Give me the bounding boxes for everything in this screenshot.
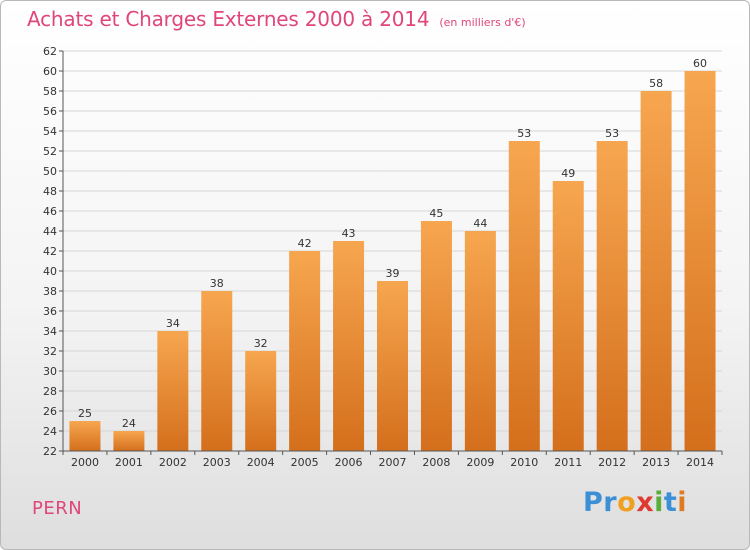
bar xyxy=(464,231,496,451)
commune-name: PERN xyxy=(32,498,83,519)
data-label: 34 xyxy=(166,317,180,330)
y-tick-label: 30 xyxy=(43,365,57,378)
x-tick-label: 2007 xyxy=(379,456,407,469)
chart-title-block: Achats et Charges Externes 2000 à 2014 (e… xyxy=(27,7,526,31)
y-tick-label: 58 xyxy=(43,85,57,98)
data-label: 24 xyxy=(122,417,136,430)
logo-letter: i xyxy=(654,487,664,518)
x-tick-label: 2009 xyxy=(466,456,494,469)
bar xyxy=(113,431,145,451)
bar xyxy=(157,331,189,451)
y-tick-label: 48 xyxy=(43,185,57,198)
logo-letter: r xyxy=(603,487,618,518)
y-tick-label: 52 xyxy=(43,145,57,158)
x-tick-label: 2006 xyxy=(335,456,363,469)
bar xyxy=(245,351,277,451)
y-tick-label: 56 xyxy=(43,105,57,118)
x-tick-label: 2004 xyxy=(247,456,275,469)
x-tick-label: 2011 xyxy=(554,456,582,469)
data-label: 45 xyxy=(429,207,443,220)
data-labels: 25 24 34 38 32 42 43 39 45 44 53 49 53 58 60 xyxy=(78,57,707,430)
y-tick-label: 34 xyxy=(43,325,57,338)
data-label: 43 xyxy=(342,227,356,240)
bar xyxy=(333,241,365,451)
y-tick-label: 44 xyxy=(43,225,57,238)
bar xyxy=(640,91,672,451)
logo-letter: x xyxy=(636,487,655,518)
y-tick-label: 62 xyxy=(43,45,57,58)
chart-title: Achats et Charges Externes 2000 à 2014 xyxy=(27,7,430,31)
y-tick-label: 50 xyxy=(43,165,57,178)
x-tick-label: 2003 xyxy=(203,456,231,469)
bar xyxy=(377,281,408,451)
bar xyxy=(69,421,101,451)
data-label: 49 xyxy=(561,167,575,180)
y-tick-label: 40 xyxy=(43,265,57,278)
data-label: 38 xyxy=(210,277,224,290)
data-label: 53 xyxy=(605,127,619,140)
x-tick-label: 2005 xyxy=(291,456,319,469)
y-tick-label: 24 xyxy=(43,425,57,438)
data-label: 60 xyxy=(693,57,707,70)
y-tick-label: 32 xyxy=(43,345,57,358)
data-label: 53 xyxy=(517,127,531,140)
y-tick-label: 54 xyxy=(43,125,57,138)
bar xyxy=(508,141,540,451)
proxiti-logo: Proxiti xyxy=(583,487,687,518)
bar xyxy=(201,291,233,451)
y-tick-label: 60 xyxy=(43,65,57,78)
y-tick-label: 22 xyxy=(43,445,57,458)
y-tick-label: 28 xyxy=(43,385,57,398)
y-tick-label: 36 xyxy=(43,305,57,318)
data-label: 25 xyxy=(78,407,92,420)
x-tick-label: 2013 xyxy=(642,456,670,469)
logo-letter: P xyxy=(583,487,604,518)
x-tick-label: 2002 xyxy=(159,456,187,469)
y-tick-label: 42 xyxy=(43,245,57,258)
data-label: 32 xyxy=(254,337,268,350)
bars xyxy=(69,71,716,451)
x-tick-label: 2014 xyxy=(686,456,714,469)
y-tick-label: 26 xyxy=(43,405,57,418)
bar xyxy=(596,141,628,451)
x-axis: 2000 2001 2002 2003 2004 2005 2006 2007 2008 2009… xyxy=(62,450,723,469)
x-tick-label: 2001 xyxy=(115,456,143,469)
bar xyxy=(684,71,716,451)
bar xyxy=(420,221,452,451)
data-label: 42 xyxy=(298,237,312,250)
y-axis: 22 24 26 28 30 32 34 36 38 40 42 44 46 48 50 52 54 56 58 60… xyxy=(43,45,64,458)
x-tick-label: 2010 xyxy=(510,456,538,469)
chart-subtitle: (en milliers d'€) xyxy=(439,16,526,29)
logo-letter: i xyxy=(677,487,688,518)
logo-letter: o xyxy=(617,487,637,518)
x-tick-label: 2012 xyxy=(598,456,626,469)
data-label: 39 xyxy=(386,267,400,280)
bar xyxy=(289,251,321,451)
bar xyxy=(552,181,584,451)
x-tick-label: 2000 xyxy=(71,456,99,469)
logo-letter: t xyxy=(663,487,678,518)
data-label: 58 xyxy=(649,77,663,90)
y-tick-label: 38 xyxy=(43,285,57,298)
y-tick-label: 46 xyxy=(43,205,57,218)
data-label: 44 xyxy=(473,217,487,230)
x-tick-label: 2008 xyxy=(422,456,450,469)
